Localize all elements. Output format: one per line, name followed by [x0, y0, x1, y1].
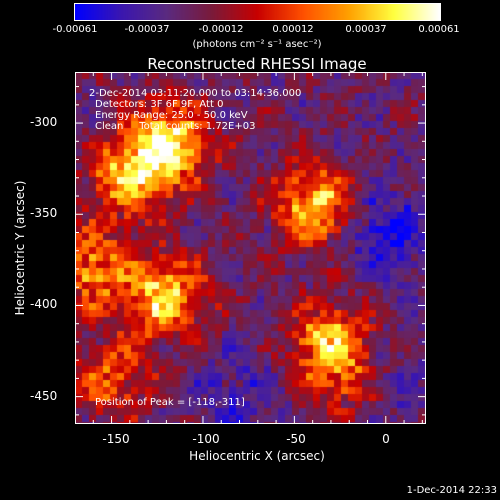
colorbar — [74, 3, 441, 21]
colorbar-tick: -0.00061 — [52, 24, 98, 35]
y-tick-label: -450 — [30, 389, 58, 403]
y-axis-label: Heliocentric Y (arcsec) — [13, 180, 27, 316]
plot-timestamp: 1-Dec-2014 22:33 — [406, 485, 497, 496]
x-tick-label: 0 — [382, 432, 390, 446]
plot-frame — [75, 72, 426, 424]
y-tick-label: -300 — [30, 115, 58, 129]
axis-tick-marks — [75, 72, 426, 424]
colorbar-tick: 0.00061 — [418, 24, 460, 35]
rhessi-image-plot: 2-Dec-2014 03:11:20.000 to 03:14:36.000 … — [75, 72, 426, 424]
colorbar-tick: -0.00012 — [198, 24, 244, 35]
clean-counts-label: Clean Total counts: 1.72E+03 — [95, 121, 256, 132]
x-tick-label: -150 — [102, 432, 130, 446]
y-tick-label: -400 — [30, 297, 58, 311]
image-title: Reconstructed RHESSI Image — [147, 55, 367, 73]
x-axis-label: Heliocentric X (arcsec) — [189, 449, 325, 463]
peak-position-label: Position of Peak = [-118,-311] — [95, 397, 245, 408]
colorbar-tick: 0.00012 — [272, 24, 314, 35]
y-tick-label: -350 — [30, 206, 58, 220]
time-range-label: 2-Dec-2014 03:11:20.000 to 03:14:36.000 — [89, 88, 302, 99]
colorbar-tick: -0.00037 — [124, 24, 170, 35]
energy-range-label: Energy Range: 25.0 - 50.0 keV — [95, 110, 248, 121]
rhessi-heatmap — [75, 72, 426, 424]
detectors-label: Detectors: 3F 6F 9F, Att 0 — [95, 99, 224, 110]
x-tick-label: -50 — [286, 432, 306, 446]
colorbar-tick: 0.00037 — [345, 24, 387, 35]
colorbar-unit-label: (photons cm⁻² s⁻¹ asec⁻²) — [192, 39, 322, 50]
x-tick-label: -100 — [192, 432, 220, 446]
